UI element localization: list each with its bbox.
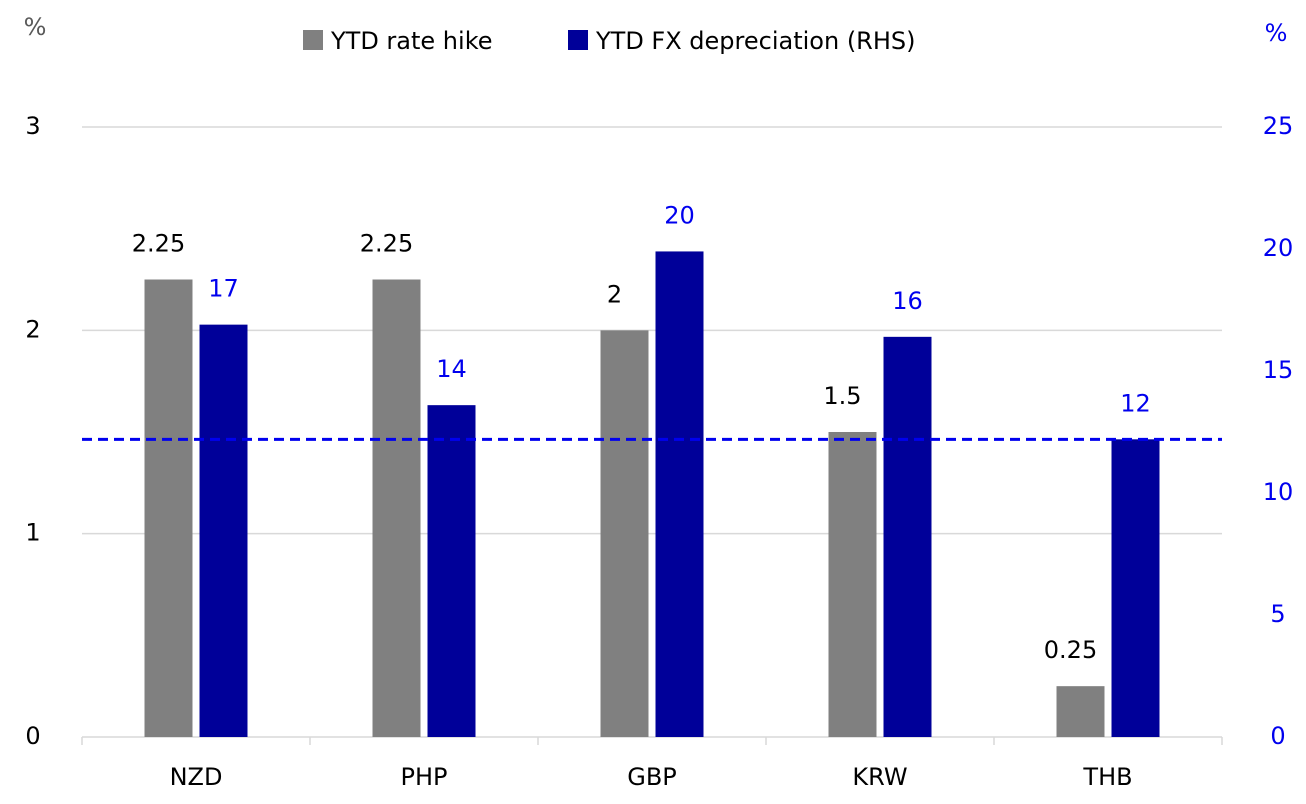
- data-label: 2.25: [132, 230, 185, 258]
- y2-tick-label: 10: [1263, 478, 1294, 506]
- y2-tick-label: 25: [1263, 112, 1294, 140]
- legend-label: YTD rate hike: [330, 27, 493, 55]
- bar: [372, 279, 421, 737]
- data-label: 20: [664, 201, 695, 229]
- x-tick-label: GBP: [627, 763, 677, 791]
- legend-label: YTD FX depreciation (RHS): [595, 27, 916, 55]
- y2-tick-label: 15: [1263, 356, 1294, 384]
- data-label: 1.5: [823, 382, 861, 410]
- x-tick-label: NZD: [170, 763, 223, 791]
- y-axis-label: %: [24, 13, 47, 41]
- bar: [655, 251, 704, 737]
- bar: [883, 336, 932, 737]
- y2-tick-label: 0: [1270, 722, 1285, 750]
- bar: [427, 405, 476, 737]
- data-label: 12: [1120, 389, 1151, 417]
- legend-swatch: [568, 30, 588, 50]
- legend-swatch: [303, 30, 323, 50]
- x-tick-label: THB: [1082, 763, 1132, 791]
- data-label: 14: [436, 355, 467, 383]
- y-tick-label: 2: [25, 315, 40, 343]
- data-label: 2.25: [360, 230, 413, 258]
- y-tick-label: 0: [25, 722, 40, 750]
- x-tick-label: KRW: [852, 763, 907, 791]
- y-tick-label: 1: [25, 519, 40, 547]
- data-label: 16: [892, 287, 923, 315]
- bar: [1056, 686, 1105, 737]
- y-tick-label: 3: [25, 112, 40, 140]
- bar: [600, 330, 649, 737]
- y2-axis-label: %: [1265, 19, 1288, 47]
- y2-tick-label: 20: [1263, 234, 1294, 262]
- bar: [199, 324, 248, 737]
- data-label: 17: [208, 275, 239, 303]
- bar: [1111, 439, 1160, 737]
- data-label: 0.25: [1044, 636, 1097, 664]
- bar: [828, 432, 877, 737]
- x-tick-label: PHP: [401, 763, 448, 791]
- data-label: 2: [607, 280, 622, 308]
- bar: [144, 279, 193, 737]
- y2-tick-label: 5: [1270, 600, 1285, 628]
